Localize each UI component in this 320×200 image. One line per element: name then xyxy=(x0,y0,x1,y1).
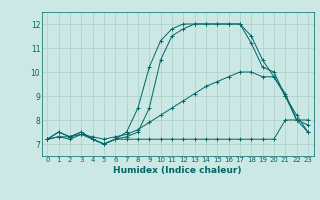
X-axis label: Humidex (Indice chaleur): Humidex (Indice chaleur) xyxy=(113,166,242,175)
